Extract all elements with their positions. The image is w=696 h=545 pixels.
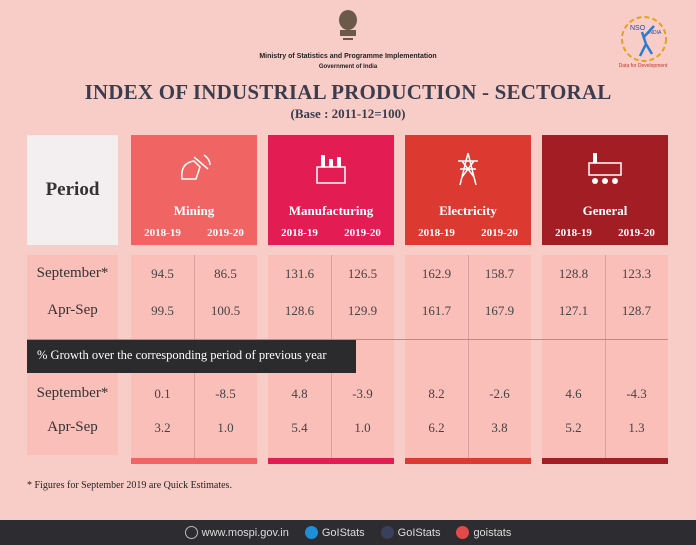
globe-icon [184,526,198,539]
government-name: Government of India [318,64,378,70]
national-emblem-icon [339,10,357,40]
table-cell: 5.4 [291,420,308,435]
table-cell: 100.5 [210,303,241,318]
table-cell: 167.9 [484,303,515,318]
sector-column-electricity [405,255,531,458]
table-cell: 1.0 [354,420,371,435]
twitter-link[interactable]: GoIStats [304,526,365,539]
instagram-text: goistats [473,526,512,539]
table-cell: 128.8 [558,266,589,281]
year-label: 2018-19 [418,227,455,239]
sector-name: Manufacturing [288,203,374,218]
sector-bottom-bar [542,458,668,464]
sector-header-mining: Mining 2018-19 2019-20 [131,135,257,245]
twitter-icon [304,526,318,539]
table-cell: 5.2 [565,420,582,435]
table-cell: 161.7 [421,303,452,318]
instagram-link[interactable]: goistats [456,526,511,539]
year-label: 2018-19 [555,227,592,239]
page-subtitle: (Base : 2011-12=100) [290,106,406,121]
column-divider [468,255,469,458]
year-label: 2018-19 [144,227,181,239]
website-link[interactable]: www.mospi.gov.in [184,526,289,539]
year-label: 2019-20 [207,227,244,239]
table-cell: 127.1 [558,303,589,318]
table-cell: 8.2 [428,386,445,401]
table-cell: 162.9 [421,266,452,281]
table-cell: -4.3 [626,386,647,401]
page-title: INDEX OF INDUSTRIAL PRODUCTION - SECTORA… [84,80,612,104]
table-cell: 0.1 [154,386,171,401]
table-cell: 99.5 [151,303,174,318]
table-cell: 6.2 [428,420,445,435]
year-label: 2019-20 [618,227,655,239]
svg-text:NSO: NSO [630,25,646,32]
footer-bar: www.mospi.gov.in GoIStats GoIStats goist… [0,520,696,545]
table-cell: 4.8 [291,386,308,401]
instagram-icon [456,526,470,539]
table-cell: 1.0 [217,420,234,435]
table-cell: 3.8 [491,420,508,435]
table-cell: -8.5 [215,386,236,401]
table-cell: 123.3 [621,266,652,281]
mining-icon [181,154,211,180]
table-cell: 129.9 [347,303,378,318]
sector-header-general: General 2018-19 2019-20 [542,135,668,245]
industry-icon [588,153,622,184]
period-label: September* [36,385,109,401]
footnote: * Figures for September 2019 are Quick E… [27,480,232,491]
sector-name: Electricity [439,203,497,218]
twitter-text: GoIStats [321,526,365,539]
table-cell: -3.9 [352,386,373,401]
growth-banner: % Growth over the corresponding period o… [27,340,356,373]
table-cell: 4.6 [565,386,582,401]
period-header: Period [27,135,118,245]
sector-header-manufacturing: Manufacturing 2018-19 2019-20 [268,135,394,245]
sector-bottom-bar [268,458,394,464]
table-cell: 128.7 [621,303,652,318]
table-cell: -2.6 [489,386,510,401]
table-cell: 131.6 [284,266,315,281]
facebook-text: GoIStats [397,526,441,539]
sector-bottom-bar [405,458,531,464]
svg-text:INDIA: INDIA [648,30,662,36]
ministry-name: Ministry of Statistics and Programme Imp… [259,53,437,60]
year-label: 2019-20 [344,227,381,239]
table-cell: 128.6 [284,303,315,318]
table-cell: 126.5 [347,266,378,281]
column-divider [605,255,606,458]
sector-name: General [582,203,628,218]
sector-bottom-bar [131,458,257,464]
table-cell: 86.5 [214,266,237,281]
period-label: September* [36,265,109,281]
sector-column-general [542,255,668,458]
table-cell: 158.7 [484,266,515,281]
table-cell: 94.5 [151,266,174,281]
year-label: 2019-20 [481,227,518,239]
period-label: Apr-Sep [47,419,98,435]
sector-header-electricity: Electricity 2018-19 2019-20 [405,135,531,245]
website-text: www.mospi.gov.in [201,526,289,539]
facebook-link[interactable]: GoIStats [380,526,441,539]
table-cell: 3.2 [154,420,171,435]
power-tower-icon [458,152,478,186]
section-divider [27,339,668,340]
facebook-icon [380,526,394,539]
logo-tagline: Data for Development [618,63,668,69]
factory-icon [316,155,346,184]
year-label: 2018-19 [281,227,318,239]
table-cell: 1.3 [628,420,645,435]
period-label: Apr-Sep [47,302,98,318]
sector-name: Mining [173,203,215,218]
